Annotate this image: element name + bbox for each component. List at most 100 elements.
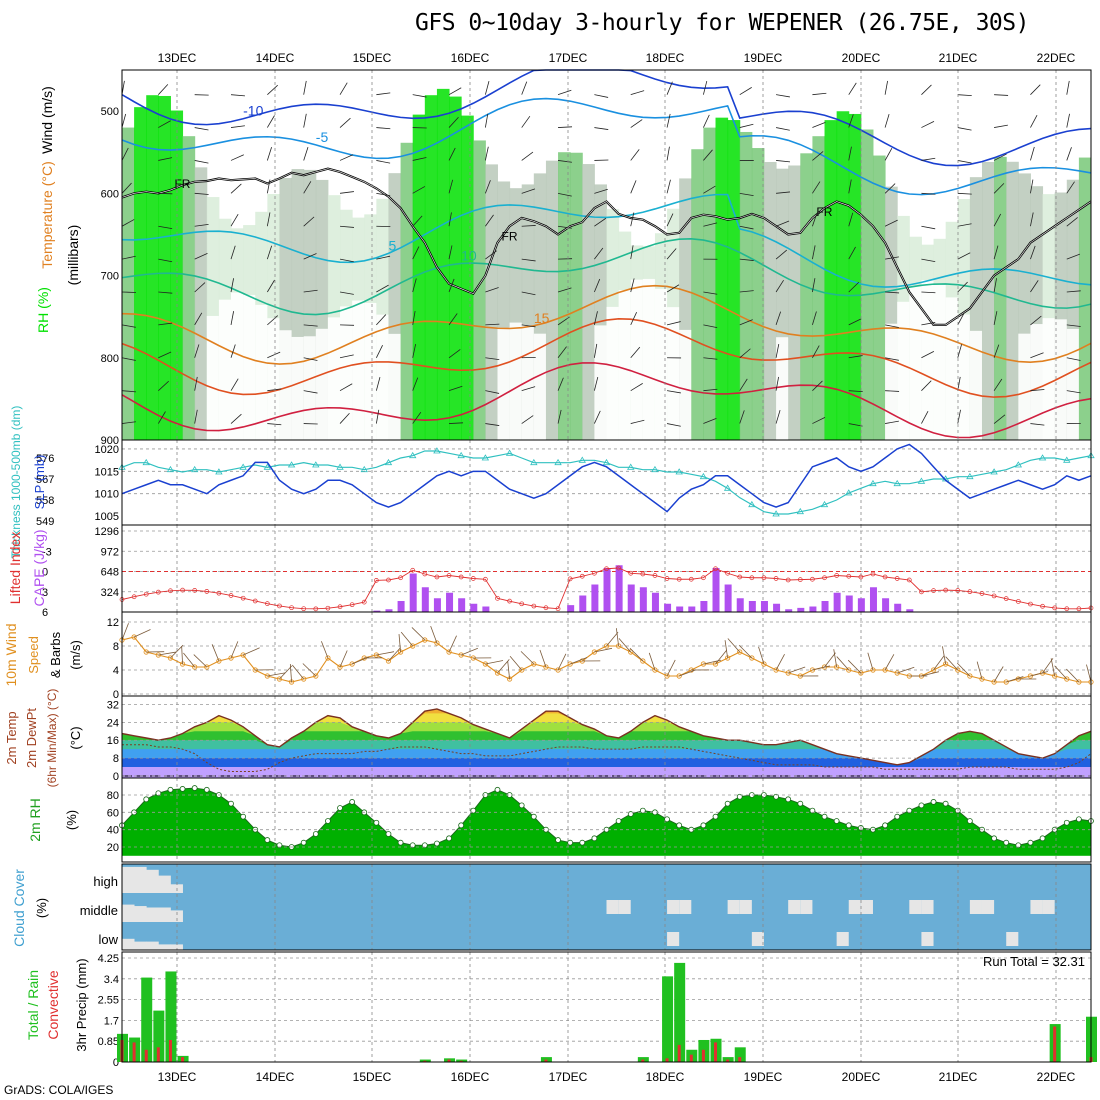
rh-marker (591, 835, 598, 842)
y-tick-label: 8 (113, 641, 119, 653)
rh-column (715, 117, 729, 441)
wind-barb (703, 388, 718, 392)
thickness-marker (990, 468, 998, 475)
wind-panel: 0 4 8 12 10m Wind Speed & Barbs (m/s) (3, 611, 1094, 701)
surface-wind-barb (666, 659, 676, 677)
lifted-index-marker (701, 575, 706, 581)
top-date-label: 16DEC (451, 51, 490, 65)
surface-wind-barb (430, 625, 438, 644)
wind-barb (1066, 217, 1078, 227)
slp-panel-bg (122, 440, 1091, 525)
wind-barb (557, 225, 572, 229)
wind-speed-marker (349, 661, 355, 667)
rh-marker (809, 807, 816, 814)
wind-barb (630, 278, 635, 293)
wind-barb (194, 282, 206, 293)
dry-column (957, 314, 971, 440)
wind-barb (303, 216, 315, 227)
wind-barb (776, 94, 790, 98)
wind-barb (703, 222, 718, 227)
y-tick-label: 1296 (95, 526, 119, 538)
wind-speed-marker (567, 661, 573, 667)
precip-convective-bar (181, 1057, 185, 1062)
cloud-block (122, 904, 135, 922)
cape-bar (373, 610, 381, 612)
cape-bar (688, 606, 696, 612)
wind-barb (521, 115, 531, 128)
y-tick-label: 60 (107, 807, 119, 819)
wind-speed-marker (313, 673, 319, 679)
thickness-marker (1014, 461, 1023, 468)
wind-barb (412, 246, 420, 260)
cape-panel: -3 0 3 6 324 648 972 1296 Lifted Index CAPE (J/kg… (7, 524, 1094, 619)
run-total-label: Run Total = 32.31 (983, 954, 1085, 969)
cloud-block (170, 944, 183, 950)
rh-marker (1039, 835, 1046, 842)
lifted-index-marker (1028, 601, 1033, 607)
cape-bar (627, 584, 635, 612)
wind-barb (921, 157, 936, 161)
dry-column (667, 307, 680, 440)
wind-barb (884, 80, 888, 95)
thickness-marker (142, 458, 150, 466)
wind-speed-marker (870, 667, 876, 673)
rh-marker (458, 822, 465, 829)
lifted-index-marker (531, 603, 537, 609)
lifted-index-marker (543, 605, 549, 611)
wind-barb (1066, 80, 1070, 95)
wind-barb (194, 376, 198, 391)
cloud-block (158, 907, 171, 922)
rh-marker (1003, 839, 1010, 846)
wind-barb (666, 146, 670, 161)
y-tick-label: 1.7 (104, 1015, 119, 1027)
wind-barb (303, 253, 317, 260)
wind-barb (158, 351, 172, 359)
thickness-marker (312, 461, 320, 468)
y-tick-label: 4 (113, 665, 119, 677)
rh-marker (1027, 839, 1034, 846)
wind-barb (994, 94, 1009, 96)
wind-barb (376, 314, 387, 326)
cloud-block (122, 866, 135, 893)
wind-barb (230, 378, 239, 391)
lifted-index-marker (325, 605, 331, 611)
cape-bar (845, 595, 853, 612)
wind-barb (666, 248, 677, 260)
wind-barb (230, 125, 245, 128)
wind-barb (739, 378, 748, 391)
wind-barb (703, 291, 718, 295)
wind-speed-marker (737, 649, 743, 655)
rh-marker (724, 800, 731, 807)
wind-barb (630, 149, 640, 161)
lifted-index-marker (773, 576, 779, 581)
cloud-patch (1042, 900, 1055, 914)
bottom-date-label: 20DEC (842, 1070, 881, 1084)
top-date-axis: 13DEC 14DEC 15DEC 16DEC 17DEC 18DEC 19DEC 20DEC… (158, 51, 1076, 65)
temperature-label: Temperature (°C) (39, 161, 55, 269)
lifted-index-marker (725, 570, 730, 576)
top-date-label: 15DEC (353, 51, 392, 65)
bottom-date-label: 14DEC (256, 1070, 295, 1084)
wind-speed-marker (434, 640, 440, 646)
dry-column (776, 337, 789, 440)
precip-convective-bar (168, 1039, 172, 1062)
thickness-marker (215, 468, 223, 475)
thickness-marker (239, 463, 247, 470)
rh-marker (991, 835, 997, 842)
dry-column (255, 304, 268, 440)
temperature-contour (121, 318, 1092, 398)
wind-barb (739, 319, 753, 326)
cape-bar (773, 603, 781, 612)
thickness-marker (917, 477, 926, 484)
wind-barb (485, 180, 491, 194)
rh-marker (446, 835, 452, 842)
wind-barb (412, 344, 417, 358)
wind-barb (339, 258, 354, 263)
wind-barb (266, 179, 271, 194)
wind-barb (630, 119, 643, 128)
surface-wind-barb (594, 647, 613, 653)
freezing-level-label: FR (501, 230, 517, 244)
cape-bar (736, 598, 744, 612)
top-date-label: 13DEC (158, 51, 197, 65)
lifted-index-marker (640, 571, 646, 577)
